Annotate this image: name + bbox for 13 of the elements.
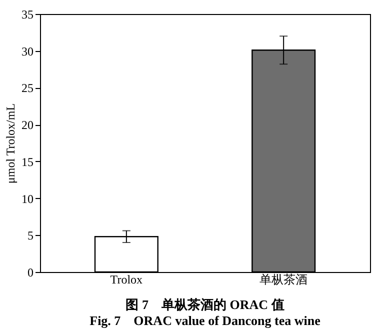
text: Fig. 7 ORAC value of Dancong tea wine <box>90 313 321 328</box>
x-tick-label: 单枞茶酒 <box>260 272 308 286</box>
y-tick-label: 20 <box>22 118 34 132</box>
text: 图 7 单枞茶酒的 ORAC 值 <box>126 297 284 312</box>
y-tick-label: 0 <box>28 266 34 280</box>
x-tick-label: Trolox <box>110 272 143 286</box>
y-axis-title: μmol Trolox/mL <box>4 103 18 184</box>
y-tick-label: 25 <box>22 81 34 96</box>
y-tick-label: 10 <box>22 192 34 206</box>
y-tick-label: 35 <box>22 8 34 22</box>
y-tick-label: 15 <box>22 154 34 169</box>
y-tick-label: 30 <box>22 44 34 58</box>
y-tick-label: 5 <box>28 228 34 243</box>
